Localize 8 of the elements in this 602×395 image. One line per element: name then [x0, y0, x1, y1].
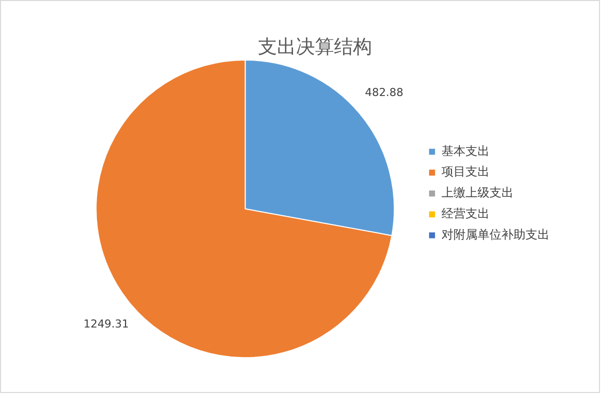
legend-label: 项目支出 [442, 164, 490, 179]
legend-label: 基本支出 [442, 144, 490, 158]
data-label: 482.88 [365, 86, 404, 99]
legend-label: 上缴上级支出 [442, 186, 514, 200]
legend-label: 经营支出 [442, 206, 490, 221]
data-label: 1249.31 [84, 317, 129, 330]
chart-title: 支出决算结构 [258, 36, 372, 58]
legend-label: 对附属单位补助支出 [442, 227, 550, 242]
